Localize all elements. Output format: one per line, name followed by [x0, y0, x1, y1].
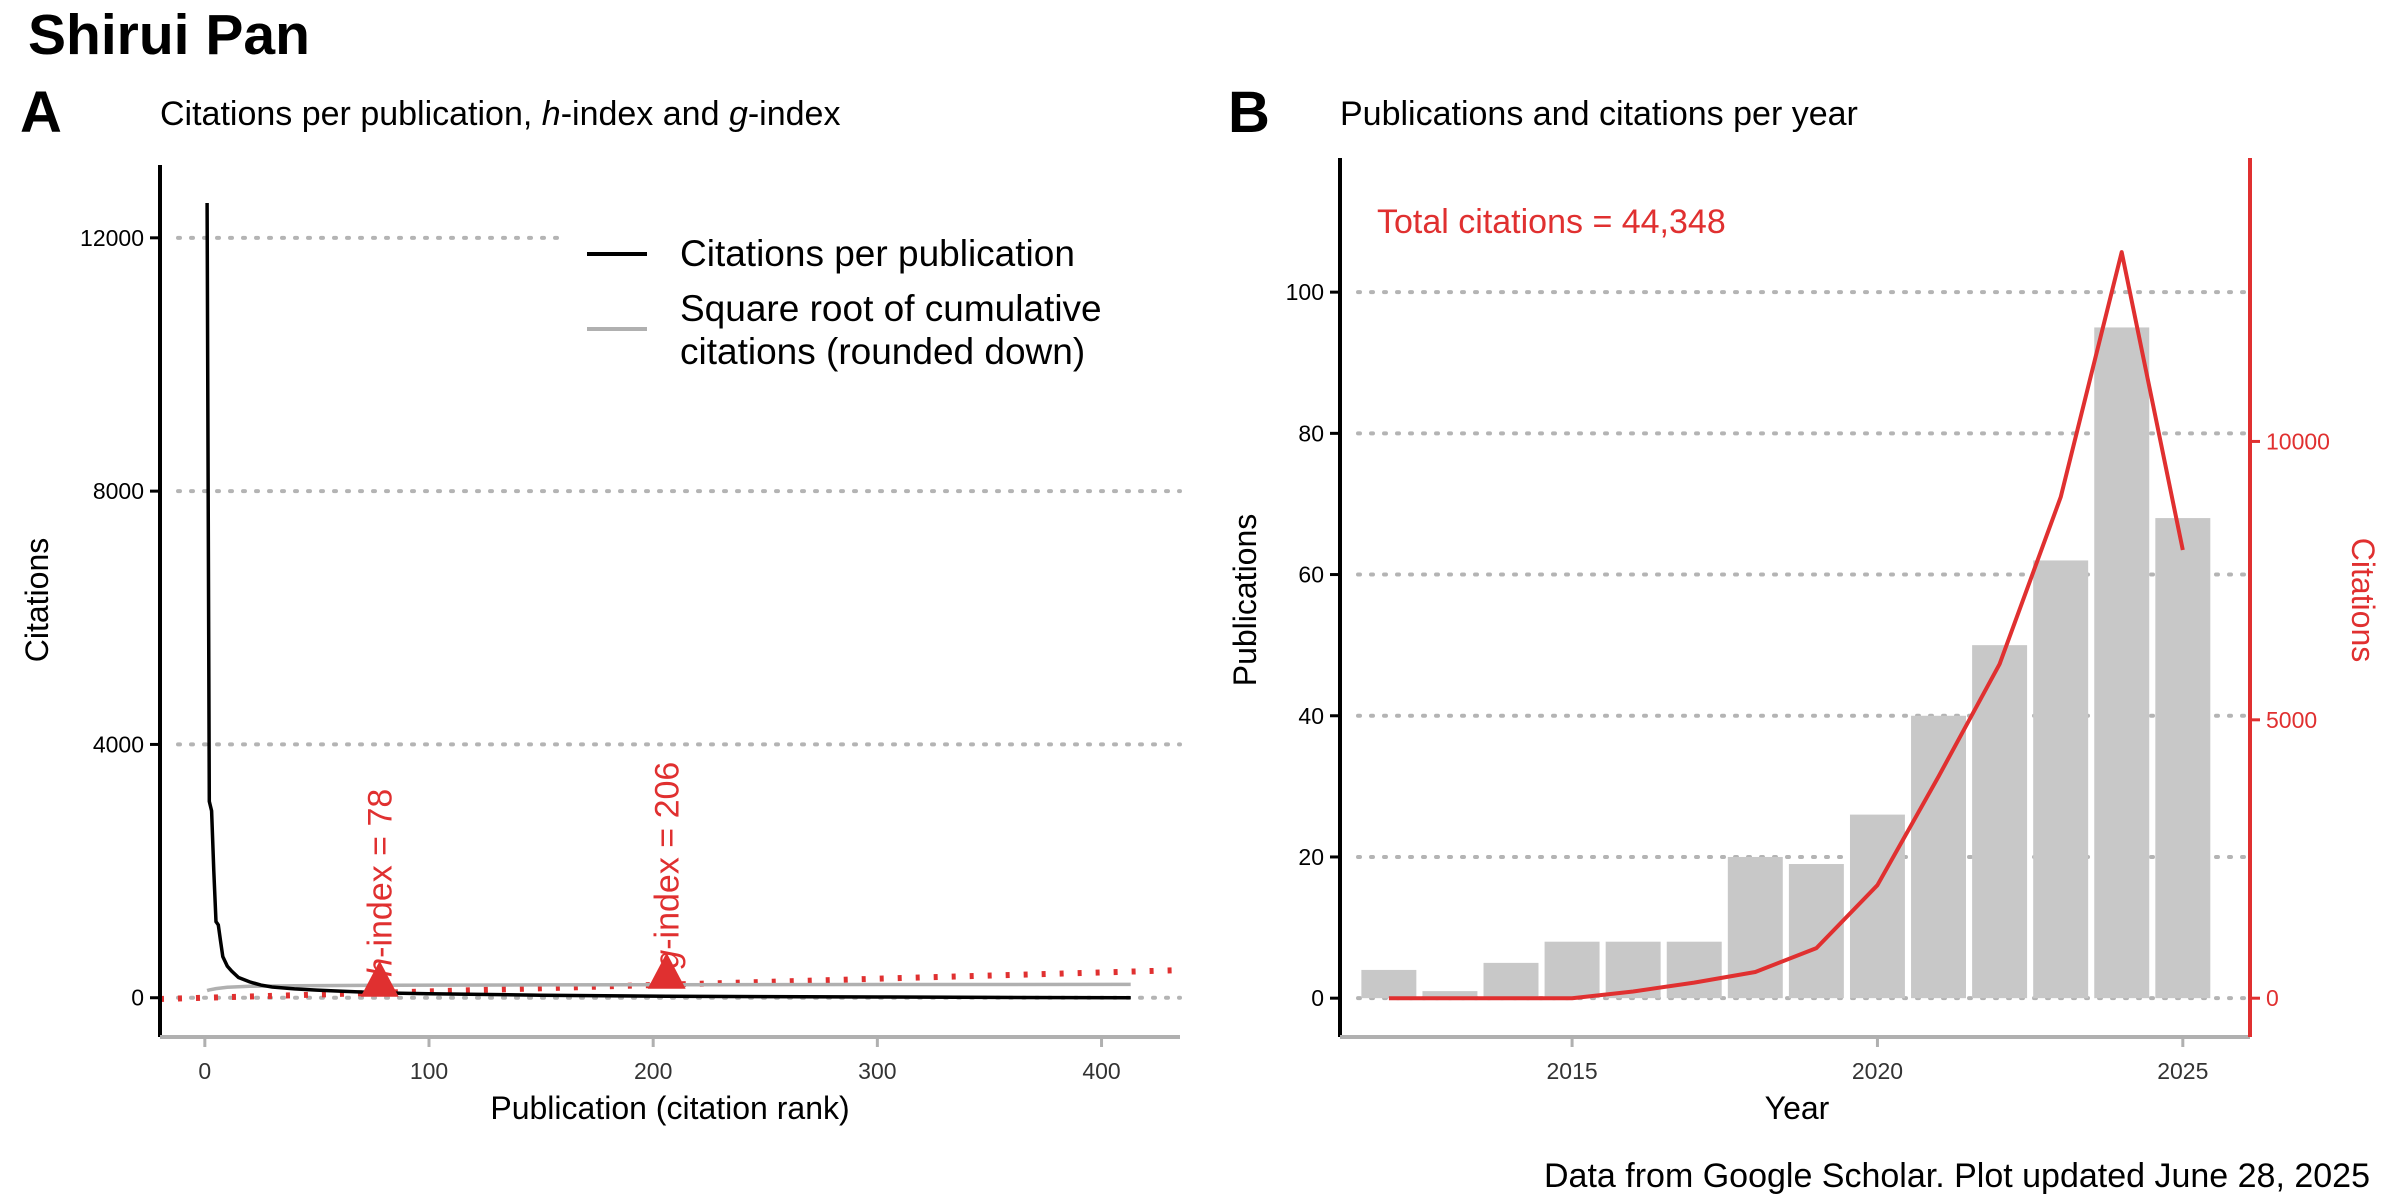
publication-bar-2012: [1361, 969, 1417, 999]
panel-a-legend: Citations per publication Square root of…: [587, 233, 1102, 372]
panel-b-title: Publications and citations per year: [1340, 95, 1858, 133]
panel-a-title: Citations per publication, h-index and g…: [160, 95, 840, 133]
panel-b: B Publications and citations per year 20…: [1227, 80, 2381, 1126]
panel-b-y-tick-label: 80: [1298, 420, 1324, 446]
h-index-label: h-index = 78: [362, 789, 400, 977]
sqrt-cumulative-line: [206, 982, 1131, 993]
panel-b-y2-tick-label: 0: [2266, 985, 2279, 1011]
panel-a-x-tick-label: 200: [634, 1058, 672, 1084]
h-index-marker: [360, 960, 399, 997]
legend-label-sqrt-cumulative-line2: citations (rounded down): [680, 331, 1085, 372]
panel-b-x-tick-label: 2025: [2157, 1058, 2208, 1084]
publication-bar-2015: [1544, 941, 1600, 999]
panel-a-title-part: Citations per publication,: [160, 95, 542, 133]
panel-a-title-part: h: [542, 95, 561, 133]
citations-per-year-line: [1388, 250, 2185, 1001]
publication-bar-2025: [2155, 518, 2211, 999]
panel-b-y-tick-label: 20: [1298, 844, 1324, 870]
panel-b-y-tick-label: 100: [1286, 279, 1324, 305]
publication-bar-2023: [2033, 560, 2089, 999]
publication-bar-2022: [1972, 645, 2028, 999]
panel-a-y-tick-label: 8000: [93, 478, 144, 504]
panel-a: A Citations per publication, h-index and…: [19, 80, 1182, 1126]
panel-a-title-part: -index and: [561, 95, 729, 133]
panel-b-y-tick-label: 40: [1298, 703, 1324, 729]
panel-b-x-label: Year: [1765, 1090, 1830, 1126]
footer-note: Data from Google Scholar. Plot updated J…: [1544, 1157, 2370, 1195]
citations-per-publication-line: [205, 202, 1131, 1000]
panel-b-x-tick-label: 2015: [1546, 1058, 1597, 1084]
panel-a-x-tick-label: 400: [1082, 1058, 1120, 1084]
panel-b-y2-tick-label: 5000: [2266, 707, 2317, 733]
publication-bar-2014: [1483, 962, 1539, 999]
panel-b-letter: B: [1228, 80, 1270, 145]
panel-a-y-tick-label: 4000: [93, 731, 144, 757]
panel-a-y-label: Citations: [19, 538, 55, 663]
legend-label-citations-per-publication: Citations per publication: [680, 233, 1075, 274]
page-title: Shirui Pan: [28, 3, 310, 67]
panel-a-x-label: Publication (citation rank): [490, 1090, 849, 1126]
panel-a-x-tick-label: 100: [410, 1058, 448, 1084]
publication-bar-2013: [1422, 991, 1478, 999]
legend-label-sqrt-cumulative-line1: Square root of cumulative: [680, 288, 1102, 329]
publication-bar-2021: [1911, 715, 1967, 999]
g-index-label: g-index = 206: [649, 762, 687, 969]
panel-a-x-tick-label: 300: [858, 1058, 896, 1084]
publication-bar-2024: [2094, 327, 2150, 999]
panel-a-letter: A: [20, 80, 62, 145]
panel-b-x-tick-label: 2020: [1852, 1058, 1903, 1084]
panel-b-y-tick-label: 60: [1298, 562, 1324, 588]
total-citations-annotation: Total citations = 44,348: [1377, 203, 1726, 241]
publication-bar-2017: [1666, 941, 1722, 999]
panel-b-y-tick-label: 0: [1311, 985, 1324, 1011]
panel-a-title-part: -index: [748, 95, 841, 133]
panel-a-x-tick-label: 0: [198, 1058, 211, 1084]
panel-b-y2-tick-label: 10000: [2266, 428, 2330, 454]
panel-a-title-part: g: [729, 95, 748, 133]
panel-b-y-label: Publications: [1227, 514, 1263, 687]
panel-a-y-tick-label: 12000: [80, 225, 144, 251]
g-index-marker: [647, 952, 686, 989]
panel-a-y-tick-label: 0: [131, 985, 144, 1011]
panel-b-y2-label: Citations: [2345, 538, 2381, 663]
